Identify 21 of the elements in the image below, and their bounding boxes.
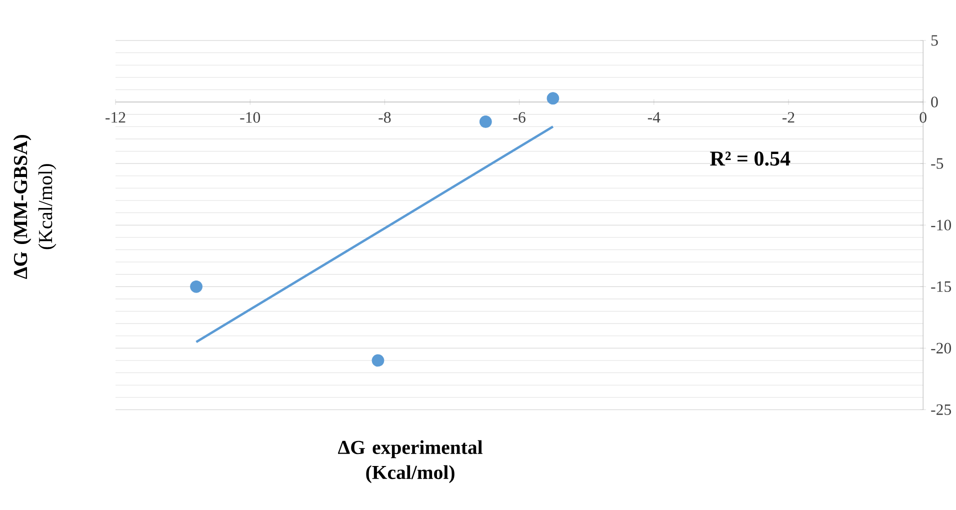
point (479, 115, 492, 128)
y-tick-label: 5 (931, 35, 938, 46)
x-tick-label: -6 (513, 112, 526, 123)
point (372, 354, 384, 366)
y-tick-label: 0 (931, 96, 938, 108)
x-tick-label: -4 (648, 112, 660, 122)
y-axis-title: ΔG (MM-GBSA) (Kcal/mol) (13, 134, 56, 279)
annotation: R² = 0.54 (710, 151, 790, 166)
y-tick-label: -10 (931, 220, 952, 230)
y-tick-label: -15 (931, 281, 952, 292)
y-tick-label: -5 (931, 158, 944, 169)
x-tick-label: -10 (240, 112, 260, 123)
x-tick-label: -2 (782, 112, 794, 122)
x-tick-label: 0 (920, 112, 926, 123)
point (190, 280, 202, 293)
y-tick-label: -25 (931, 404, 952, 415)
x-tick-label: -12 (106, 112, 126, 122)
x-axis-title: ΔG experimental (Kcal/mol) (338, 440, 482, 483)
point (546, 92, 560, 104)
x-tick-label: -8 (378, 112, 391, 123)
y-tick-label: -20 (931, 342, 952, 354)
